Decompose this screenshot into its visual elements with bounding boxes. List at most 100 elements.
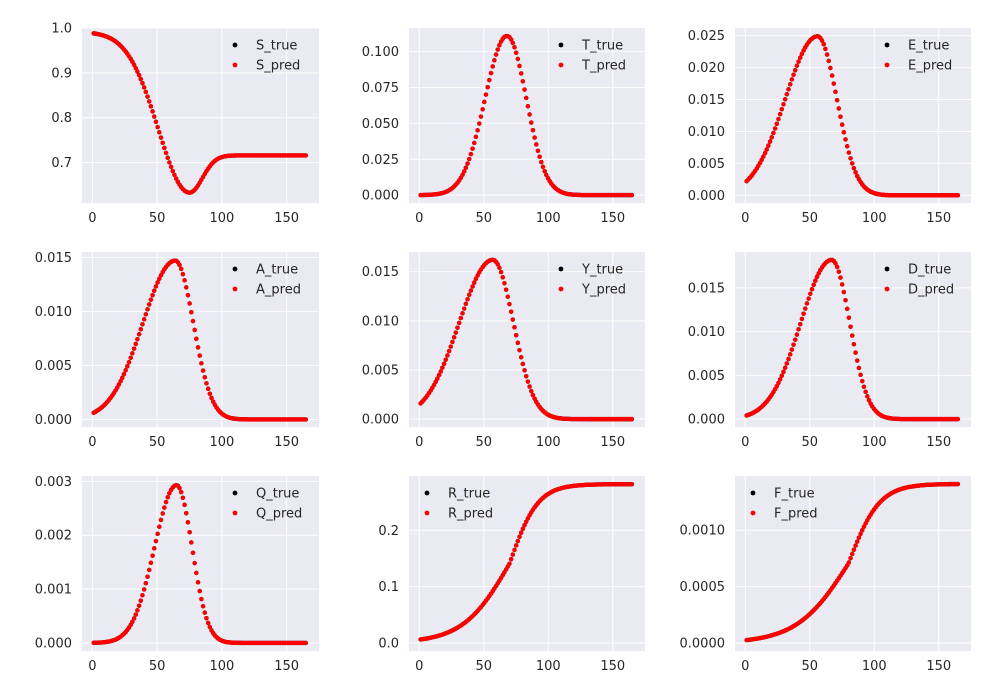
- data-point-pred: [135, 336, 140, 342]
- legend-marker: [750, 510, 756, 516]
- legend-label: Q_pred: [256, 507, 302, 522]
- data-point-pred: [477, 121, 482, 126]
- data-point-pred: [861, 524, 867, 529]
- data-point-pred: [515, 538, 521, 544]
- legend-label: A_pred: [256, 283, 301, 298]
- data-point-pred: [204, 381, 209, 386]
- data-point-pred: [527, 384, 532, 389]
- data-point-pred: [813, 278, 818, 283]
- data-point-pred: [199, 596, 204, 602]
- data-point-pred: [131, 62, 137, 67]
- x-tick-label: 0: [741, 211, 749, 226]
- data-point-pred: [480, 107, 485, 112]
- data-point-pred: [500, 275, 505, 280]
- data-point-pred: [162, 505, 167, 510]
- data-point-pred: [629, 192, 635, 198]
- series-A_pred: [91, 258, 308, 422]
- data-point-pred: [138, 327, 143, 332]
- data-point-pred: [771, 130, 776, 136]
- y-tick-label: 0.005: [688, 157, 725, 172]
- data-point-pred: [781, 369, 786, 375]
- data-point-pred: [184, 285, 189, 290]
- data-point-pred: [518, 355, 524, 360]
- data-point-pred: [834, 264, 840, 270]
- legend: Y_true Y_pred: [558, 263, 626, 298]
- data-point-pred: [458, 315, 464, 321]
- y-tick-label: 0.002: [35, 529, 72, 544]
- series-Q_pred: [91, 482, 308, 646]
- data-point-pred: [831, 81, 836, 86]
- data-point-pred: [535, 148, 541, 154]
- data-point-pred: [487, 77, 492, 83]
- data-point-pred: [530, 128, 536, 133]
- data-point-pred: [841, 130, 847, 135]
- data-point-pred: [769, 135, 774, 140]
- subplot-a: 0 50 100 150 0.000 0.005 0.010 0.015 A_true A_pre…: [35, 251, 319, 450]
- data-point-pred: [195, 580, 201, 585]
- data-point-pred: [493, 52, 499, 57]
- data-point-pred: [850, 551, 855, 557]
- x-tick-label: 100: [862, 435, 887, 450]
- data-point-pred: [841, 289, 847, 295]
- data-point-pred: [520, 79, 526, 84]
- data-point-pred: [784, 92, 790, 97]
- data-point-pred: [784, 361, 790, 366]
- x-tick-label: 0: [741, 435, 749, 450]
- data-point-pred: [774, 383, 779, 389]
- data-point-pred: [136, 603, 142, 608]
- y-tick-label: 0.015: [688, 93, 725, 108]
- subplot-f: 0 50 100 150 0.0000 0.0005 0.0010 F_true F_pred: [680, 476, 971, 674]
- data-point-pred: [473, 276, 479, 282]
- data-point-pred: [803, 306, 808, 311]
- data-point-pred: [131, 616, 137, 621]
- data-point-pred: [143, 581, 149, 586]
- data-point-pred: [522, 522, 527, 528]
- data-point-pred: [823, 46, 828, 52]
- data-point-pred: [155, 531, 160, 537]
- data-point-pred: [510, 552, 516, 557]
- data-point-pred: [844, 306, 850, 312]
- y-tick-label: 0.015: [362, 265, 399, 280]
- legend-label: D_pred: [908, 283, 954, 298]
- data-point-pred: [863, 389, 868, 395]
- data-point-pred: [145, 307, 150, 312]
- data-point-pred: [777, 377, 783, 382]
- data-point-pred: [184, 510, 189, 516]
- data-point-pred: [116, 382, 122, 387]
- data-point-pred: [187, 530, 192, 535]
- data-point-pred: [782, 97, 788, 102]
- y-tick-label: 0.010: [688, 325, 725, 340]
- data-point-pred: [539, 159, 544, 165]
- data-point-pred: [468, 288, 474, 293]
- data-point-pred: [791, 342, 796, 347]
- x-tick-label: 150: [274, 659, 299, 674]
- data-point-pred: [786, 356, 791, 362]
- legend-marker: [558, 42, 564, 48]
- x-tick-label: 50: [476, 659, 493, 674]
- x-tick-label: 50: [149, 211, 166, 226]
- data-point-pred: [143, 89, 149, 95]
- x-tick-label: 50: [149, 435, 166, 450]
- y-tick-label: 0.8: [51, 111, 72, 126]
- data-point-pred: [141, 85, 147, 90]
- legend: S_true S_pred: [232, 39, 300, 74]
- legend-label: A_true: [256, 263, 298, 278]
- data-point-pred: [482, 99, 487, 105]
- x-tick-label: 150: [600, 211, 625, 226]
- data-point-pred: [460, 172, 465, 178]
- data-point-pred: [450, 339, 455, 345]
- data-point-pred: [121, 371, 127, 377]
- x-tick-label: 100: [862, 211, 887, 226]
- data-point-pred: [205, 386, 211, 392]
- data-point-pred: [497, 265, 502, 270]
- y-tick-label: 0.000: [362, 413, 399, 428]
- x-tick-label: 50: [802, 435, 819, 450]
- data-point-pred: [150, 553, 155, 558]
- data-point-pred: [520, 361, 526, 367]
- x-tick-label: 100: [209, 659, 234, 674]
- data-point-pred: [123, 368, 128, 373]
- y-tick-label: 0.005: [35, 359, 72, 374]
- legend-label: F_pred: [774, 507, 818, 522]
- data-point-pred: [796, 59, 801, 64]
- legend-marker: [232, 42, 238, 48]
